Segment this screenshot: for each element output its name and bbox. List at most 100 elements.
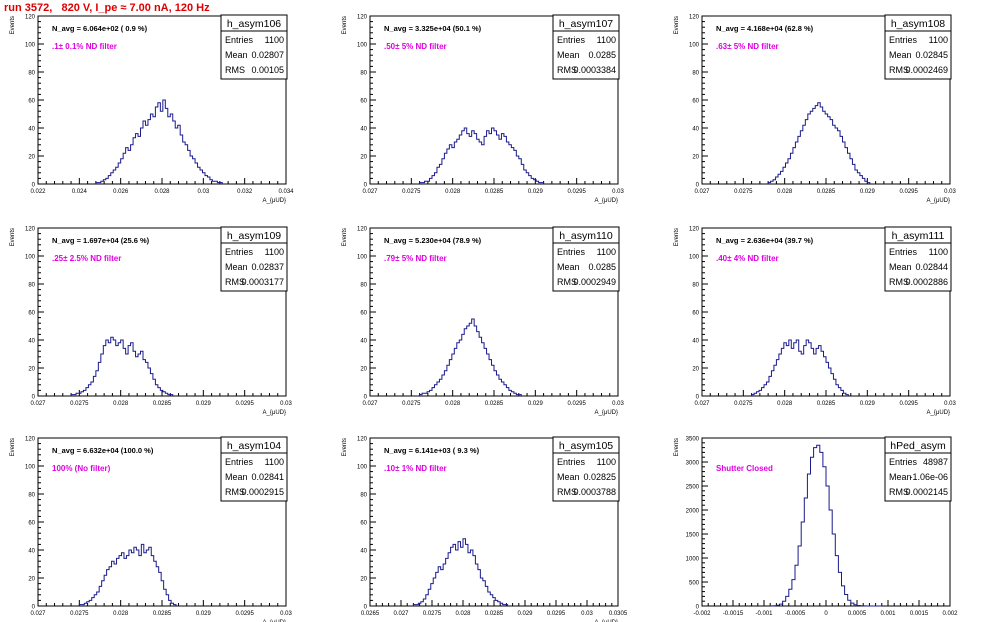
stat-label-rms: RMS — [557, 65, 577, 75]
x-tick-label: 0.027 — [30, 611, 46, 617]
y-tick-label: 0 — [696, 605, 700, 611]
x-tick-label: 0.001 — [880, 611, 896, 617]
stat-label-entries: Entries — [225, 35, 254, 45]
stat-value-rms: 0.0002469 — [905, 65, 948, 75]
filter-annotation: 100% (No filter) — [52, 464, 111, 473]
stat-value-entries: 48987 — [923, 457, 948, 467]
stat-label-entries: Entries — [557, 247, 586, 257]
histogram-line-h_asym111 — [751, 339, 849, 396]
y-tick-label: 3500 — [686, 437, 700, 443]
y-tick-label: 0 — [364, 395, 368, 401]
y-tick-label: 100 — [357, 43, 368, 49]
x-tick-label: 0.03 — [612, 401, 624, 407]
stats-box: h_asym110 Entries 1100 Mean 0.0285 RMS0.00029… — [552, 226, 620, 292]
y-tick-label: 60 — [692, 99, 699, 105]
x-tick-label: 0.027 — [30, 401, 46, 407]
filter-annotation: .1± 0.1% ND filter — [52, 42, 117, 51]
x-tick-label: 0.029 — [196, 401, 212, 407]
histogram-line-h_asym107 — [419, 127, 545, 184]
stat-value-rms: 0.0003384 — [573, 65, 616, 75]
filter-annotation: .40± 4% ND filter — [716, 254, 779, 263]
stat-label-mean: Mean — [557, 262, 580, 272]
filter-annotation: Shutter Closed — [716, 464, 773, 473]
y-tick-label: 3000 — [686, 461, 700, 467]
navg-label: N_avg = 4.168e+04 (62.8 %) — [716, 24, 814, 33]
stat-label-rms: RMS — [557, 277, 577, 287]
stat-label-rms: RMS — [225, 277, 245, 287]
y-tick-label: 100 — [25, 255, 36, 261]
x-tick-label: 0.028 — [154, 189, 170, 195]
stat-label-rms: RMS — [557, 487, 577, 497]
stat-value-entries: 1100 — [265, 457, 284, 467]
filter-annotation: .79± 5% ND filter — [384, 254, 447, 263]
y-tick-label: 100 — [689, 255, 700, 261]
stat-label-entries: Entries — [225, 457, 254, 467]
histogram-line-hPed_asym — [769, 444, 883, 607]
x-tick-label: 0.022 — [30, 189, 46, 195]
y-tick-label: 100 — [25, 465, 36, 471]
x-tick-label: 0.028 — [777, 189, 793, 195]
stat-label-entries: Entries — [225, 247, 254, 257]
x-tick-label: -0.002 — [693, 611, 711, 617]
histogram-line-h_asym104 — [78, 543, 177, 606]
y-axis-title: Events — [10, 16, 16, 34]
y-tick-label: 20 — [692, 155, 699, 161]
y-tick-label: 100 — [357, 255, 368, 261]
stat-label-mean: Mean — [889, 50, 912, 60]
x-tick-label: 0.027 — [694, 189, 710, 195]
x-tick-label: 0.027 — [694, 401, 710, 407]
x-tick-label: 0.028 — [455, 611, 471, 617]
x-tick-label: -0.0005 — [785, 611, 806, 617]
y-tick-label: 100 — [25, 43, 36, 49]
stat-label-rms: RMS — [889, 277, 909, 287]
stats-box: h_asym107 Entries 1100 Mean 0.0285 RMS0.00033… — [552, 14, 620, 80]
histogram-line-h_asym105 — [412, 538, 509, 606]
y-tick-label: 80 — [28, 71, 35, 77]
filter-annotation: .50± 5% ND filter — [384, 42, 447, 51]
filter-annotation: .25± 2.5% ND filter — [52, 254, 121, 263]
x-tick-label: 0.0295 — [235, 401, 254, 407]
x-tick-label: 0.0275 — [734, 401, 753, 407]
stats-box: h_asym111 Entries 1100 Mean 0.02844 RMS0.0002… — [884, 226, 952, 292]
x-tick-label: 0.0295 — [547, 611, 566, 617]
stat-value-rms: 0.0002915 — [241, 487, 284, 497]
histogram-name: hPed_asym — [890, 440, 946, 452]
histogram-panel-h_asym111: 0 20 40 60 80 100 120 0.027 0.0275 0.028 0.0285 0.0… — [674, 226, 956, 416]
stat-value-mean: 0.02845 — [915, 50, 948, 60]
y-tick-label: 20 — [360, 155, 367, 161]
filter-annotation: .63± 5% ND filter — [716, 42, 779, 51]
histogram-name: h_asym111 — [892, 230, 945, 242]
histogram-panel-h_asym110: 0 20 40 60 80 100 120 0.027 0.0275 0.028 0.0285 0.0… — [342, 226, 624, 416]
y-tick-label: 60 — [28, 521, 35, 527]
y-tick-label: 20 — [360, 367, 367, 373]
stat-label-rms: RMS — [225, 65, 245, 75]
stat-value-mean: 0.02841 — [251, 472, 284, 482]
histogram-panel-h_asym105: 0 20 40 60 80 100 120 0.0265 0.027 0.0275 0.028 0.0… — [342, 436, 628, 622]
stats-box-frame — [220, 14, 288, 80]
stat-label-mean: Mean — [225, 262, 248, 272]
y-tick-label: 100 — [689, 43, 700, 49]
stat-value-mean: 0.0285 — [588, 262, 616, 272]
y-axis-title: Events — [674, 228, 680, 246]
histogram-name: h_asym110 — [559, 230, 613, 242]
x-axis-title: A_{μUD} — [927, 410, 950, 416]
x-tick-label: 0.029 — [860, 189, 876, 195]
y-tick-label: 60 — [360, 99, 367, 105]
y-axis-title: Events — [674, 16, 680, 34]
y-axis-title: Events — [10, 438, 16, 456]
stats-box: h_asym105 Entries 1100 Mean 0.02825 RMS0.0003… — [552, 436, 620, 502]
x-tick-label: 0.026 — [113, 189, 129, 195]
x-axis-title: A_{μUD} — [263, 410, 286, 416]
stat-label-entries: Entries — [889, 457, 918, 467]
histogram-line-h_asym110 — [419, 318, 522, 396]
y-tick-label: 80 — [28, 493, 35, 499]
stat-label-entries: Entries — [889, 247, 918, 257]
x-tick-label: 0.0015 — [910, 611, 929, 617]
y-tick-label: 0 — [364, 605, 368, 611]
navg-label: N_avg = 1.697e+04 (25.6 %) — [52, 236, 150, 245]
y-tick-label: 40 — [28, 127, 35, 133]
x-axis-title: A_{μUD} — [927, 198, 950, 204]
y-tick-label: 20 — [28, 577, 35, 583]
stat-value-entries: 1100 — [597, 35, 616, 45]
y-tick-label: 40 — [360, 339, 367, 345]
